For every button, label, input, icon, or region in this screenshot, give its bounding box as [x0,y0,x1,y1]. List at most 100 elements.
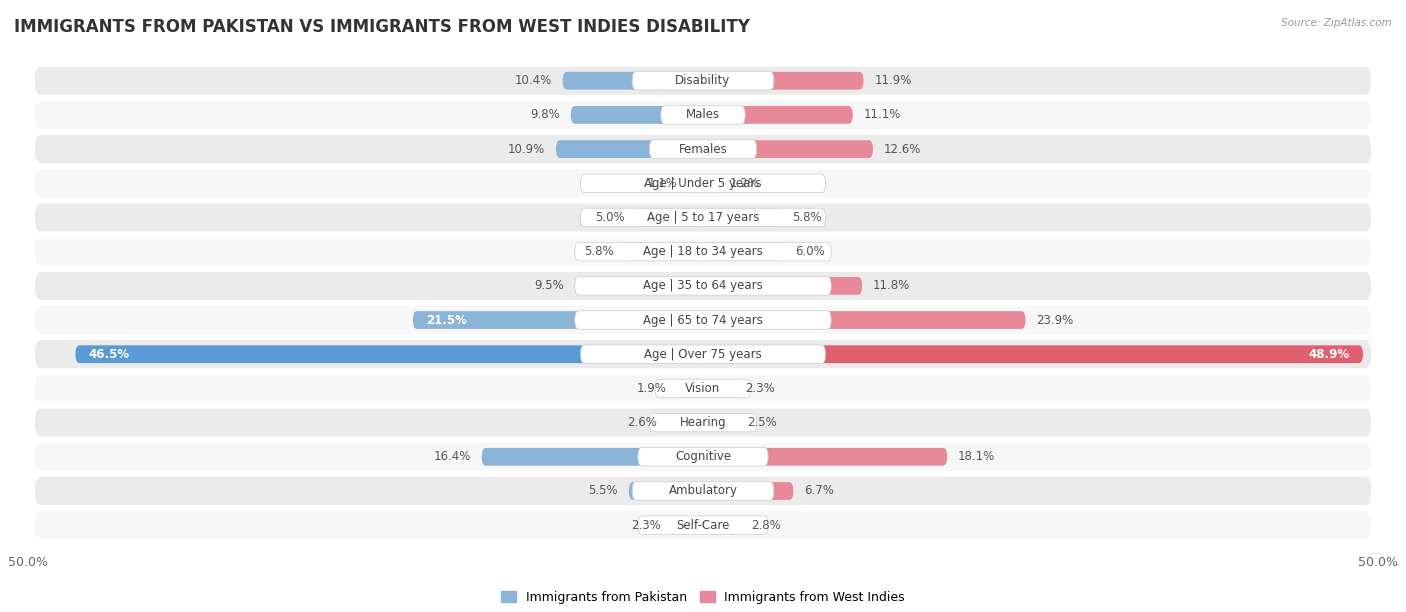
Text: 18.1%: 18.1% [957,450,995,463]
Text: Source: ZipAtlas.com: Source: ZipAtlas.com [1281,18,1392,28]
FancyBboxPatch shape [678,379,703,397]
Text: Vision: Vision [685,382,721,395]
Text: Males: Males [686,108,720,121]
Text: Age | Under 5 years: Age | Under 5 years [644,177,762,190]
FancyBboxPatch shape [636,209,703,226]
Text: 23.9%: 23.9% [1036,313,1074,327]
Text: Disability: Disability [675,74,731,88]
FancyBboxPatch shape [35,203,1371,231]
FancyBboxPatch shape [650,413,756,432]
FancyBboxPatch shape [703,311,1025,329]
FancyBboxPatch shape [638,516,768,534]
Text: 10.4%: 10.4% [515,74,551,88]
FancyBboxPatch shape [655,379,751,398]
FancyBboxPatch shape [35,67,1371,95]
FancyBboxPatch shape [575,277,703,295]
FancyBboxPatch shape [575,242,831,261]
Text: 6.0%: 6.0% [794,245,824,258]
FancyBboxPatch shape [562,72,703,89]
Text: 6.7%: 6.7% [804,485,834,498]
Text: 2.8%: 2.8% [752,518,782,532]
FancyBboxPatch shape [575,277,831,295]
Text: 21.5%: 21.5% [426,313,467,327]
FancyBboxPatch shape [668,414,703,431]
FancyBboxPatch shape [688,174,703,192]
FancyBboxPatch shape [703,277,862,295]
Text: 2.6%: 2.6% [627,416,657,429]
FancyBboxPatch shape [703,379,734,397]
Text: 12.6%: 12.6% [884,143,921,155]
FancyBboxPatch shape [76,345,703,363]
FancyBboxPatch shape [703,243,785,261]
Text: 10.9%: 10.9% [508,143,546,155]
Text: 1.9%: 1.9% [637,382,666,395]
FancyBboxPatch shape [571,106,703,124]
Text: 16.4%: 16.4% [433,450,471,463]
Text: Age | 5 to 17 years: Age | 5 to 17 years [647,211,759,224]
Text: 11.9%: 11.9% [875,74,912,88]
Text: 11.1%: 11.1% [863,108,901,121]
Text: Age | 35 to 64 years: Age | 35 to 64 years [643,279,763,293]
FancyBboxPatch shape [703,482,793,500]
FancyBboxPatch shape [35,135,1371,163]
FancyBboxPatch shape [703,345,1362,363]
FancyBboxPatch shape [581,174,825,193]
FancyBboxPatch shape [703,448,948,466]
FancyBboxPatch shape [703,72,863,89]
Text: 2.3%: 2.3% [745,382,775,395]
Text: 2.3%: 2.3% [631,518,661,532]
Text: 5.5%: 5.5% [588,485,619,498]
Text: Females: Females [679,143,727,155]
Legend: Immigrants from Pakistan, Immigrants from West Indies: Immigrants from Pakistan, Immigrants fro… [496,586,910,609]
Text: Age | 18 to 34 years: Age | 18 to 34 years [643,245,763,258]
Text: IMMIGRANTS FROM PAKISTAN VS IMMIGRANTS FROM WEST INDIES DISABILITY: IMMIGRANTS FROM PAKISTAN VS IMMIGRANTS F… [14,18,749,36]
FancyBboxPatch shape [581,208,825,226]
FancyBboxPatch shape [35,511,1371,539]
FancyBboxPatch shape [35,409,1371,436]
FancyBboxPatch shape [633,482,773,500]
Text: Cognitive: Cognitive [675,450,731,463]
Text: 5.0%: 5.0% [595,211,624,224]
FancyBboxPatch shape [703,106,853,124]
FancyBboxPatch shape [413,311,703,329]
Text: 5.8%: 5.8% [792,211,821,224]
FancyBboxPatch shape [638,447,768,466]
FancyBboxPatch shape [650,140,756,159]
Text: Age | 65 to 74 years: Age | 65 to 74 years [643,313,763,327]
FancyBboxPatch shape [703,414,737,431]
Text: 48.9%: 48.9% [1309,348,1350,360]
Text: 1.2%: 1.2% [730,177,759,190]
FancyBboxPatch shape [703,517,741,534]
Text: Ambulatory: Ambulatory [668,485,738,498]
Text: Hearing: Hearing [679,416,727,429]
FancyBboxPatch shape [35,306,1371,334]
Text: Self-Care: Self-Care [676,518,730,532]
Text: 9.8%: 9.8% [530,108,560,121]
FancyBboxPatch shape [703,174,720,192]
FancyBboxPatch shape [35,272,1371,300]
FancyBboxPatch shape [624,243,703,261]
FancyBboxPatch shape [633,72,773,90]
FancyBboxPatch shape [575,311,831,329]
FancyBboxPatch shape [35,237,1371,266]
Text: 46.5%: 46.5% [89,348,129,360]
Text: 1.1%: 1.1% [648,177,678,190]
FancyBboxPatch shape [703,209,782,226]
FancyBboxPatch shape [661,106,745,124]
FancyBboxPatch shape [35,442,1371,471]
Text: Age | Over 75 years: Age | Over 75 years [644,348,762,360]
FancyBboxPatch shape [35,340,1371,368]
FancyBboxPatch shape [35,170,1371,197]
Text: 2.5%: 2.5% [748,416,778,429]
FancyBboxPatch shape [581,345,825,364]
FancyBboxPatch shape [672,517,703,534]
FancyBboxPatch shape [628,482,703,500]
FancyBboxPatch shape [35,375,1371,403]
Text: 5.8%: 5.8% [585,245,614,258]
FancyBboxPatch shape [703,140,873,158]
Text: 11.8%: 11.8% [873,279,910,293]
FancyBboxPatch shape [35,101,1371,129]
FancyBboxPatch shape [555,140,703,158]
FancyBboxPatch shape [482,448,703,466]
Text: 9.5%: 9.5% [534,279,564,293]
